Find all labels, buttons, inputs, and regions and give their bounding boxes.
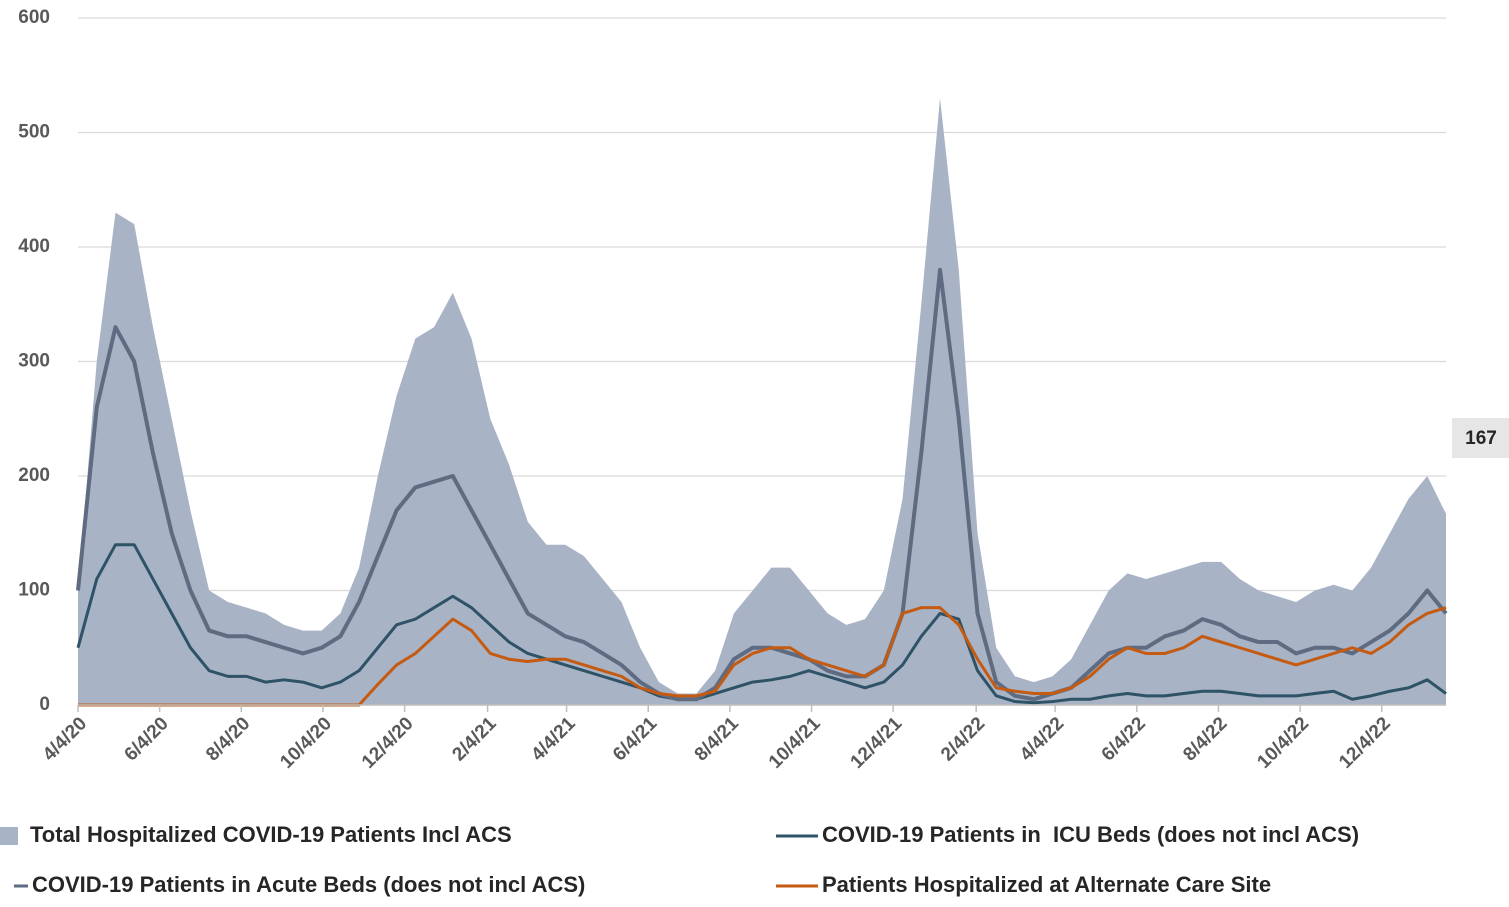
x-tick-label: 4/4/22 <box>1016 713 1068 765</box>
x-tick-label: 10/4/20 <box>276 713 336 773</box>
line <box>76 267 1448 702</box>
x-tick-label: 2/4/22 <box>937 713 989 765</box>
area <box>78 98 1446 705</box>
x-tick-label: 6/4/20 <box>121 713 173 765</box>
x-tick-label: 8/4/22 <box>1179 713 1231 765</box>
value-label: 167 <box>1465 428 1497 449</box>
y-tick-label: 400 <box>18 236 50 257</box>
y-tick-label: 600 <box>18 7 50 28</box>
line <box>76 543 1447 705</box>
x-tick-label: 10/4/22 <box>1253 713 1313 773</box>
x-tick-label: 12/4/22 <box>1335 713 1395 773</box>
x-tick-label: 10/4/21 <box>765 713 825 773</box>
x-tick-label: 12/4/20 <box>358 713 418 773</box>
legend-label: Patients Hospitalized at Alternate Care … <box>822 872 1271 897</box>
x-tick-label: 12/4/21 <box>847 713 907 773</box>
x-tick-label: 6/4/21 <box>609 713 662 766</box>
y-tick-label: 0 <box>39 694 50 715</box>
x-tick-label: 4/4/20 <box>39 713 91 765</box>
value-label-box <box>1452 418 1509 458</box>
legend-label: Total Hospitalized COVID-19 Patients Inc… <box>30 822 512 847</box>
x-tick-label: 8/4/21 <box>691 713 744 766</box>
y-tick-label: 300 <box>18 351 50 372</box>
x-tick-label: 4/4/21 <box>527 713 580 766</box>
y-tick-label: 100 <box>18 580 50 601</box>
x-tick-label: 8/4/20 <box>202 713 254 765</box>
y-tick-label: 500 <box>18 122 50 143</box>
x-tick-label: 2/4/21 <box>448 713 501 766</box>
x-tick-label: 6/4/22 <box>1098 713 1150 765</box>
legend-label: COVID-19 Patients in Acute Beds (does no… <box>32 872 585 897</box>
legend-swatch <box>0 827 18 845</box>
y-tick-label: 200 <box>18 465 50 486</box>
legend-label: COVID-19 Patients in ICU Beds (does not … <box>822 822 1359 847</box>
